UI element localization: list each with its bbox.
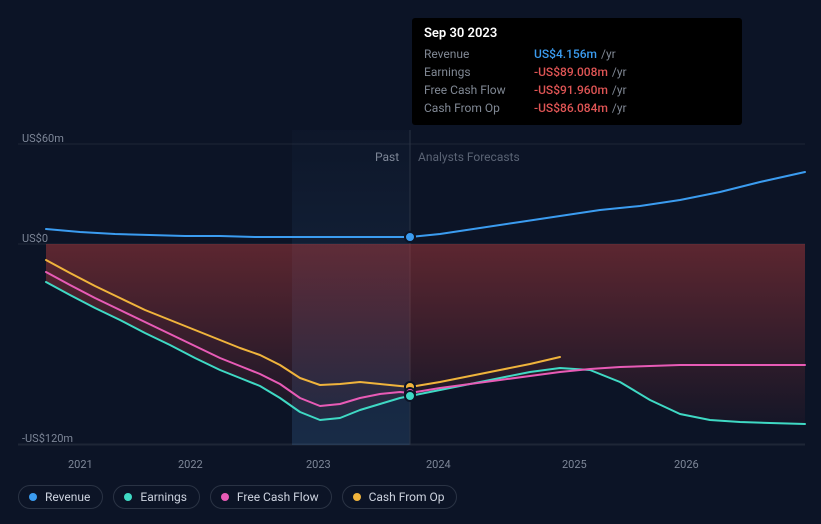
tooltip-metric-label: Earnings	[424, 65, 534, 79]
hover-marker-earnings	[405, 391, 415, 401]
tooltip-suffix: /yr	[601, 47, 616, 61]
x-tick-label: 2024	[426, 458, 451, 471]
x-tick-label: 2021	[68, 458, 93, 471]
tooltip-metric-label: Cash From Op	[424, 101, 534, 115]
tooltip-row: Earnings-US$89.008m/yr	[424, 63, 730, 81]
tooltip-row: Free Cash Flow-US$91.960m/yr	[424, 81, 730, 99]
tooltip-metric-label: Free Cash Flow	[424, 83, 534, 97]
legend-label: Revenue	[45, 490, 90, 504]
legend-swatch	[124, 493, 132, 501]
tooltip-metric-value: -US$89.008m	[534, 65, 608, 79]
x-tick-label: 2026	[674, 458, 699, 471]
legend-swatch	[221, 493, 229, 501]
legend-label: Cash From Op	[369, 490, 445, 504]
legend-item-cfo[interactable]: Cash From Op	[342, 485, 458, 509]
legend-item-earnings[interactable]: Earnings	[113, 485, 200, 509]
y-tick-label: -US$120m	[22, 432, 73, 445]
y-tick-label: US$60m	[22, 132, 64, 145]
legend-label: Free Cash Flow	[237, 490, 319, 504]
tooltip-row: Cash From Op-US$86.084m/yr	[424, 99, 730, 117]
y-tick-label: US$0	[22, 232, 48, 245]
legend-swatch	[353, 493, 361, 501]
legend-swatch	[29, 493, 37, 501]
tooltip-metric-value: US$4.156m	[534, 47, 597, 61]
legend-item-revenue[interactable]: Revenue	[18, 485, 103, 509]
hover-tooltip: Sep 30 2023 RevenueUS$4.156m/yrEarnings-…	[412, 18, 742, 125]
chart-legend: Revenue Earnings Free Cash Flow Cash From O…	[18, 485, 457, 509]
tooltip-metric-value: -US$91.960m	[534, 83, 608, 97]
tooltip-suffix: /yr	[612, 65, 627, 79]
tooltip-row: RevenueUS$4.156m/yr	[424, 45, 730, 63]
series-revenue	[46, 172, 805, 237]
legend-item-fcf[interactable]: Free Cash Flow	[210, 485, 332, 509]
section-label-forecasts: Analysts Forecasts	[418, 150, 520, 164]
legend-label: Earnings	[140, 490, 187, 504]
x-tick-label: 2023	[306, 458, 331, 471]
financial-chart: US$60m US$0 -US$120m 2021 2022 2023 2024 2025 2…	[0, 0, 821, 524]
section-label-past: Past	[375, 150, 399, 164]
tooltip-suffix: /yr	[612, 83, 627, 97]
hover-marker-revenue	[405, 232, 415, 242]
x-tick-label: 2022	[178, 458, 203, 471]
tooltip-date: Sep 30 2023	[424, 26, 730, 41]
x-tick-label: 2025	[562, 458, 587, 471]
tooltip-metric-label: Revenue	[424, 47, 534, 61]
tooltip-suffix: /yr	[612, 101, 627, 115]
tooltip-metric-value: -US$86.084m	[534, 101, 608, 115]
